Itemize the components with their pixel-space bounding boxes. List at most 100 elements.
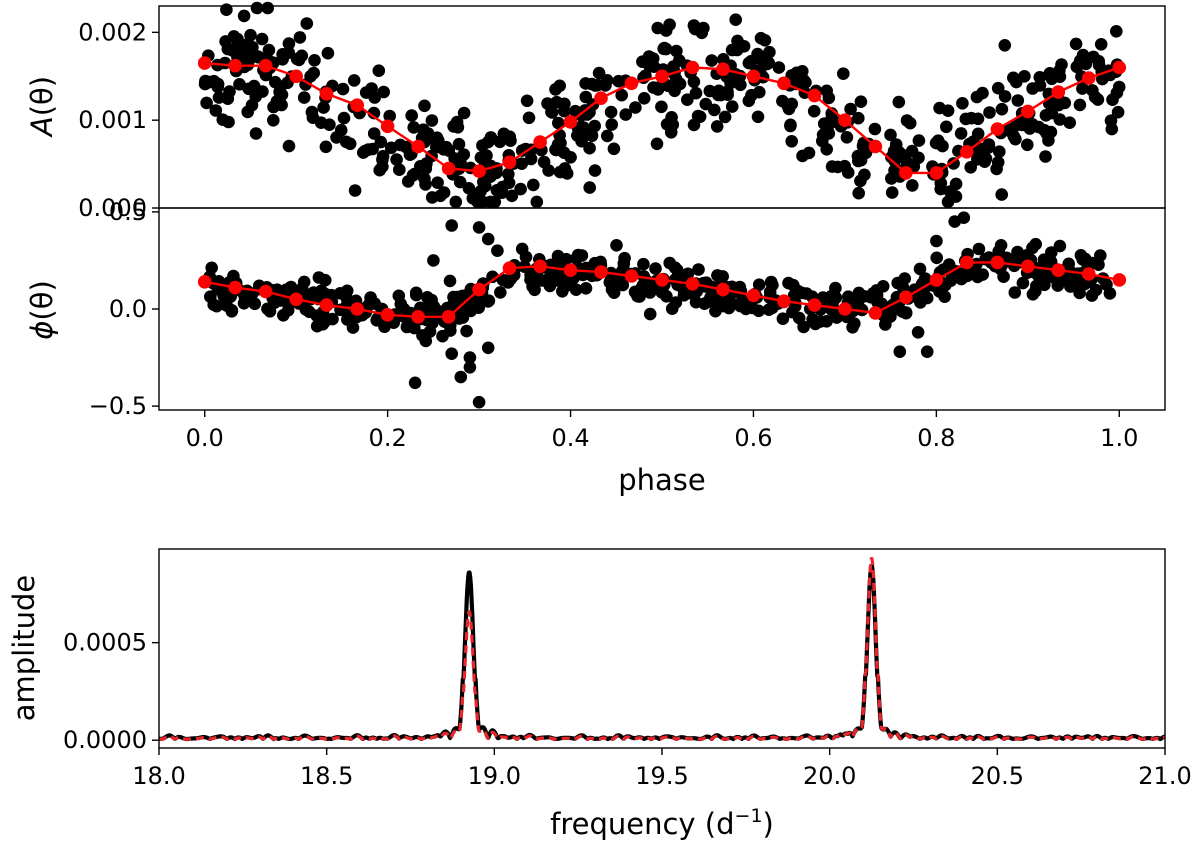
p1-mean-marker xyxy=(197,56,212,70)
p1-point xyxy=(530,195,544,209)
p1-point xyxy=(366,142,379,156)
p2-point xyxy=(709,304,722,318)
p1-point xyxy=(693,110,707,123)
p1-point xyxy=(384,141,398,155)
p1-point xyxy=(941,195,955,209)
p1-point xyxy=(651,21,664,35)
p1-point xyxy=(588,164,602,177)
p2-point xyxy=(649,262,662,275)
p2-point xyxy=(575,249,589,262)
p2-point xyxy=(1008,286,1022,299)
p1-point xyxy=(343,137,357,151)
p1-point xyxy=(504,134,517,147)
p1-point xyxy=(474,151,488,164)
p1-point xyxy=(447,120,460,133)
p1-mean-marker xyxy=(411,139,425,154)
p3-xtick-label-1: 18.5 xyxy=(300,762,353,790)
p2-point xyxy=(556,285,569,298)
p1-point xyxy=(319,140,333,154)
p1-point xyxy=(418,99,431,113)
p2-point xyxy=(1029,285,1042,298)
p1-point xyxy=(1110,86,1124,100)
p1-point xyxy=(557,146,571,159)
p2-outlier-point xyxy=(463,361,477,374)
amplitude-y-label: A(θ) xyxy=(25,76,59,138)
p1-mean-marker xyxy=(685,60,700,75)
p1-point xyxy=(947,157,960,170)
p2-ytick-label-1: 0.0 xyxy=(109,295,147,323)
p2-mean-marker xyxy=(289,292,304,307)
p1-point xyxy=(940,120,953,134)
p1-point xyxy=(220,3,233,16)
p2-point xyxy=(318,273,332,287)
p2-mean-marker xyxy=(960,255,974,270)
p1-point xyxy=(1044,125,1058,139)
p2-mean-marker xyxy=(594,265,608,279)
p2-point xyxy=(739,302,753,316)
p1-point xyxy=(1076,82,1089,95)
p2-mean-marker xyxy=(380,308,395,322)
p2-point xyxy=(205,261,218,275)
p1-point xyxy=(466,192,480,205)
p1-point xyxy=(990,162,1003,176)
p1-point xyxy=(282,139,296,153)
p2-point xyxy=(820,315,833,328)
p1-point xyxy=(601,129,614,143)
p1-mean-marker xyxy=(228,58,242,73)
p3-ytick-label-1: 0.0005 xyxy=(63,629,147,657)
p2-point xyxy=(496,273,510,287)
p1-point xyxy=(337,111,351,125)
phase-y-label: ϕ(θ) xyxy=(25,280,59,340)
p1-point xyxy=(885,186,899,199)
p2-point xyxy=(701,295,715,309)
p2-ytick-label-2: 0.5 xyxy=(109,198,147,226)
p2-point xyxy=(752,304,765,318)
p1-point xyxy=(725,100,739,113)
p2-ytick-label-0: −0.5 xyxy=(89,392,147,420)
p1-point xyxy=(1011,94,1025,107)
p1-mean-marker xyxy=(746,69,761,84)
p1-mean-marker xyxy=(1082,71,1096,85)
p2-mean-marker xyxy=(228,280,242,295)
p2-mean-marker xyxy=(746,288,761,303)
p1-point xyxy=(998,90,1012,103)
p1-point xyxy=(299,78,312,91)
p1-point xyxy=(664,126,678,139)
p1-point xyxy=(949,177,963,191)
p1-mean-marker xyxy=(899,166,913,180)
p1-point xyxy=(898,150,911,164)
p2-point xyxy=(333,287,347,300)
p1-point xyxy=(705,54,718,67)
p1-point xyxy=(655,100,668,114)
p1-point xyxy=(1043,67,1057,80)
p2-point xyxy=(1103,287,1117,300)
p2-mean-marker xyxy=(563,263,578,278)
p2-point xyxy=(307,286,320,299)
amplitude-mean-curve xyxy=(197,56,1127,180)
p2-mean-marker xyxy=(624,269,639,283)
p1-point xyxy=(199,74,212,88)
p1-point xyxy=(892,95,906,109)
p1-point xyxy=(308,54,321,67)
p1-point xyxy=(1010,75,1023,89)
spectrum-panel-frame xyxy=(158,548,1166,749)
p1-point xyxy=(237,9,251,23)
p1-point xyxy=(1088,90,1102,104)
p1-point xyxy=(995,102,1009,116)
p1-point xyxy=(1110,25,1123,38)
p2-mean-marker xyxy=(655,273,669,287)
p2-point xyxy=(482,294,496,308)
p1-point xyxy=(1052,98,1065,112)
p1-point xyxy=(367,106,381,120)
p1-mean-marker xyxy=(502,155,517,170)
p1-point xyxy=(462,182,476,195)
p2-point xyxy=(456,289,469,303)
p1-point xyxy=(734,78,747,92)
p2-point xyxy=(494,286,507,299)
p1-point xyxy=(599,79,612,92)
p3-xtick-label-5: 20.5 xyxy=(971,762,1024,790)
p1-point xyxy=(212,91,226,104)
p2-point xyxy=(681,267,695,281)
p1-point xyxy=(615,88,628,102)
p2-outlier-point xyxy=(481,232,495,246)
